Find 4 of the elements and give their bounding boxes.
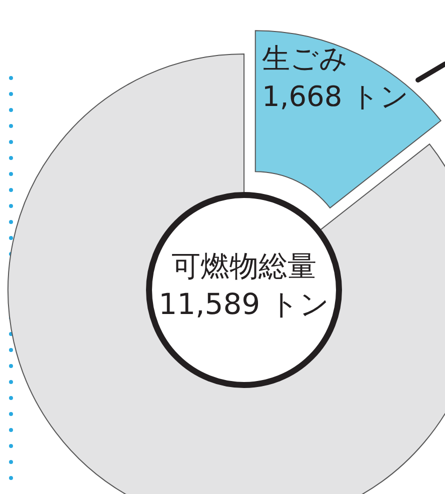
data-label: 1,668 トン	[262, 80, 410, 113]
text: 可燃物総量	[172, 249, 316, 283]
slice-label: 生ごみ	[262, 42, 348, 75]
text: 11,589 トン	[158, 287, 330, 321]
